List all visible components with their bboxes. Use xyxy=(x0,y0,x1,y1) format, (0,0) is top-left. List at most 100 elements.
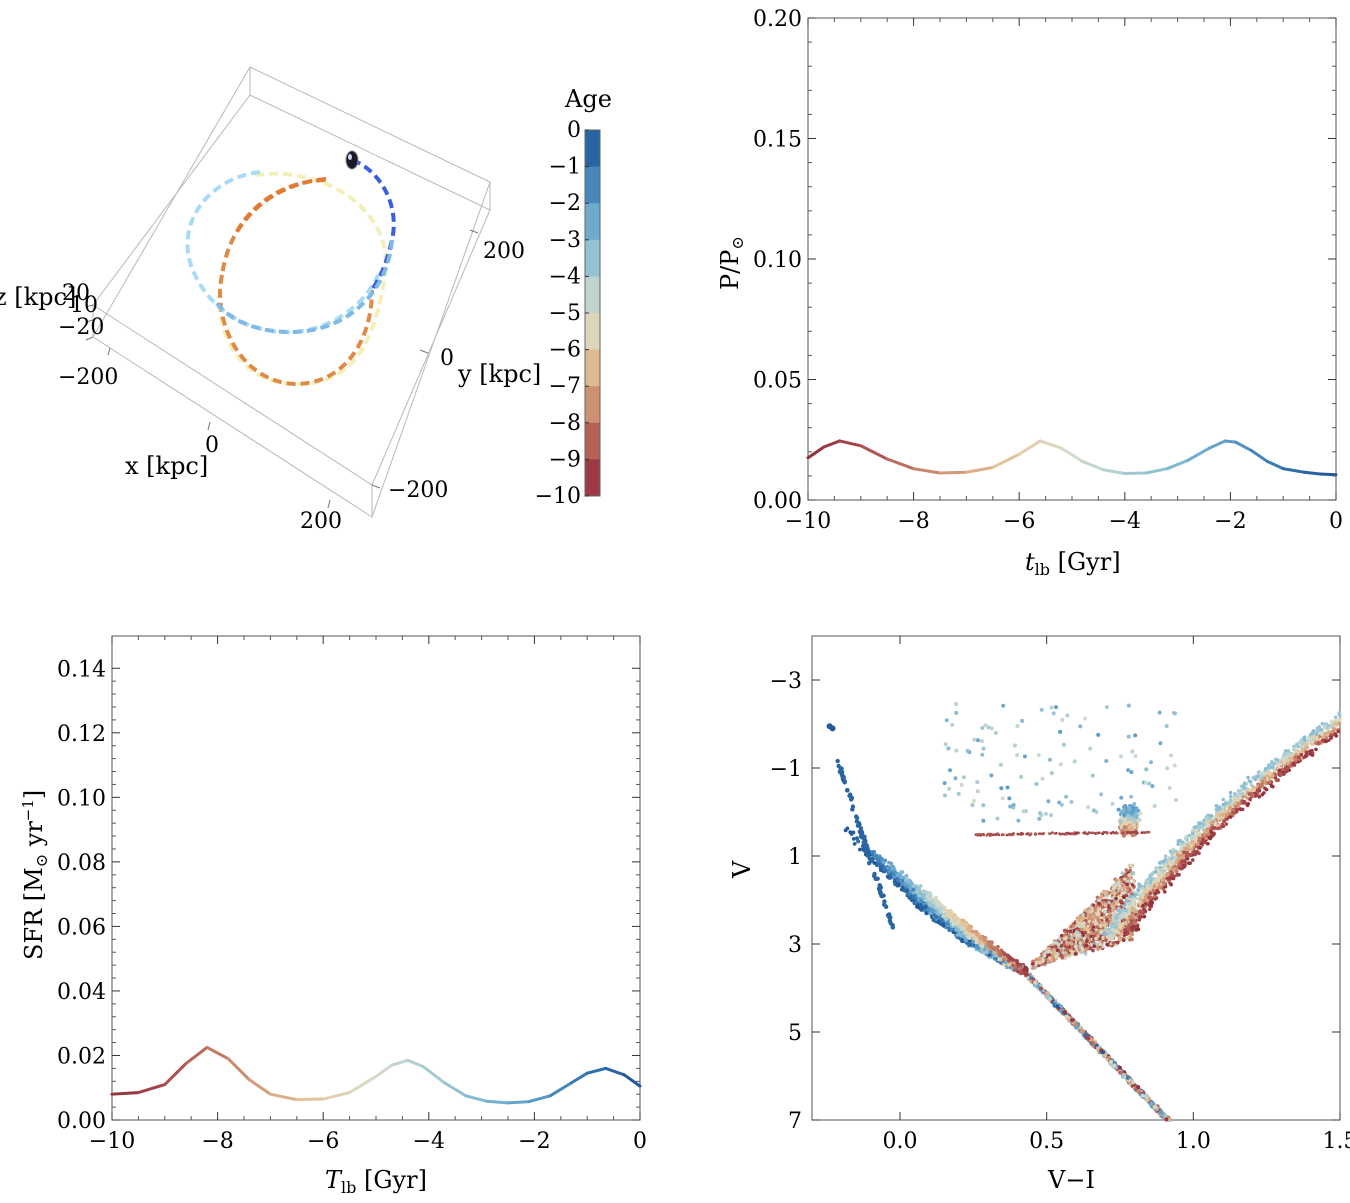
z-tick-label: −20 xyxy=(58,315,104,340)
cmd-point xyxy=(877,862,882,867)
age-colorbar: 0−1−2−3−4−5−6−7−8−9−10 xyxy=(535,118,601,509)
cmd-point xyxy=(1098,942,1103,946)
y-axis-label: y [kpc] xyxy=(457,360,541,388)
colorbar-tick-label: −1 xyxy=(549,155,581,180)
y-tick-labels: 0.000.020.040.060.080.100.120.14 xyxy=(57,657,106,1134)
cmd-point xyxy=(904,876,909,881)
colorbar-tick-label: −9 xyxy=(549,447,581,472)
cmd-point xyxy=(974,932,979,937)
cmd-point xyxy=(908,890,913,894)
cmd-point xyxy=(924,891,929,896)
cmd-point xyxy=(924,911,929,916)
cmd-point xyxy=(1103,1053,1108,1058)
cmd-point xyxy=(928,911,932,916)
cmd-point xyxy=(895,872,900,877)
cmd-point xyxy=(936,919,941,924)
cmd-point xyxy=(1121,895,1126,899)
cmd-point xyxy=(1080,947,1085,952)
colorbar-band xyxy=(585,130,600,168)
cmd-point xyxy=(855,836,859,841)
cmd-point xyxy=(1051,957,1056,961)
cmd-point xyxy=(921,893,926,898)
cmd-point xyxy=(930,899,934,904)
line-segment xyxy=(136,1083,167,1095)
cmd-point xyxy=(1131,871,1136,875)
cmd-point xyxy=(1108,1059,1113,1064)
cmd-point xyxy=(945,908,949,913)
cmd-point xyxy=(951,922,956,927)
plot-frame xyxy=(111,635,641,1121)
cmd-point xyxy=(1125,1075,1130,1080)
line-segment xyxy=(506,1100,531,1105)
colorbar-tick-label: −6 xyxy=(549,338,581,363)
cmd-point xyxy=(874,853,879,858)
x-axis-label: tlb [Gyr] xyxy=(1025,548,1121,579)
cmd-point xyxy=(890,866,895,871)
cmd-point xyxy=(923,904,928,909)
y-tick-label: 0.02 xyxy=(57,1044,106,1069)
line-segment xyxy=(321,1091,352,1101)
cmd-point xyxy=(1055,1004,1060,1009)
cmd-point xyxy=(941,913,946,918)
cmd-point xyxy=(1082,921,1086,925)
line-segment xyxy=(374,1063,394,1078)
cmd-point xyxy=(1160,1113,1165,1118)
cmd-point xyxy=(1007,962,1011,967)
cmd-point xyxy=(1069,941,1074,946)
colorbar-band xyxy=(585,386,600,424)
line-segment xyxy=(991,452,1021,469)
line-segment xyxy=(226,1057,251,1082)
colorbar-band xyxy=(585,276,600,314)
line-segment xyxy=(1059,446,1085,463)
y-tick-label: 0.00 xyxy=(57,1109,106,1134)
y-tick-label: 0.20 xyxy=(753,7,802,32)
cmd-point xyxy=(876,857,880,862)
z-tick-label: 10 xyxy=(70,293,98,318)
line-segment xyxy=(406,1058,426,1069)
cmd-point xyxy=(1070,952,1074,957)
cmd-point xyxy=(1046,946,1051,951)
cmd-point xyxy=(906,879,911,884)
x-tick-label: −200 xyxy=(58,365,118,390)
colorbar-tick-label: −8 xyxy=(549,411,581,436)
y-tick-label: 0.06 xyxy=(57,915,106,940)
cmd-point xyxy=(1015,965,1019,970)
line-segment xyxy=(569,1071,589,1085)
line-segment xyxy=(348,1074,378,1095)
cmd-point xyxy=(961,934,966,939)
x-tick-labels: −10 −8 −6 −4 −2 0 xyxy=(89,1129,647,1154)
cmd-point xyxy=(1047,960,1052,964)
cmd-point xyxy=(1101,1050,1106,1055)
y-tick-label: 0.10 xyxy=(57,786,106,811)
cmd-point xyxy=(1065,948,1069,952)
cmd-point xyxy=(1106,920,1111,924)
cmd-point xyxy=(1018,970,1023,975)
line-segment xyxy=(1223,439,1238,444)
cmd-point xyxy=(1063,1009,1068,1014)
cmd-point xyxy=(1095,1046,1100,1051)
cmd-point xyxy=(913,900,918,905)
cmd-point xyxy=(913,893,917,898)
cmd-point xyxy=(887,869,892,874)
cmd-point xyxy=(1083,952,1088,956)
cmd-point xyxy=(958,933,963,938)
cmd-point xyxy=(990,946,995,951)
cmd-point xyxy=(928,891,932,895)
cmd-point xyxy=(988,950,993,955)
x-axis-label: x [kpc] xyxy=(125,452,208,480)
cmd-point xyxy=(1127,873,1131,877)
line-segment xyxy=(885,457,916,471)
cmd-point xyxy=(851,836,856,841)
line-segment xyxy=(1318,472,1338,477)
line-segment xyxy=(485,1099,510,1105)
y-tick-label: 0.05 xyxy=(753,369,802,394)
cmd-point xyxy=(1112,1063,1117,1068)
cmd-point xyxy=(940,917,945,922)
axis-ticks xyxy=(807,17,1337,501)
colorbar-tick-label: 0 xyxy=(567,118,581,143)
line-segment xyxy=(604,1066,626,1077)
line-segment xyxy=(1302,470,1322,476)
cmd-point xyxy=(983,937,988,941)
line-segment xyxy=(527,1094,552,1104)
z-tick-label: 20 xyxy=(62,281,90,306)
